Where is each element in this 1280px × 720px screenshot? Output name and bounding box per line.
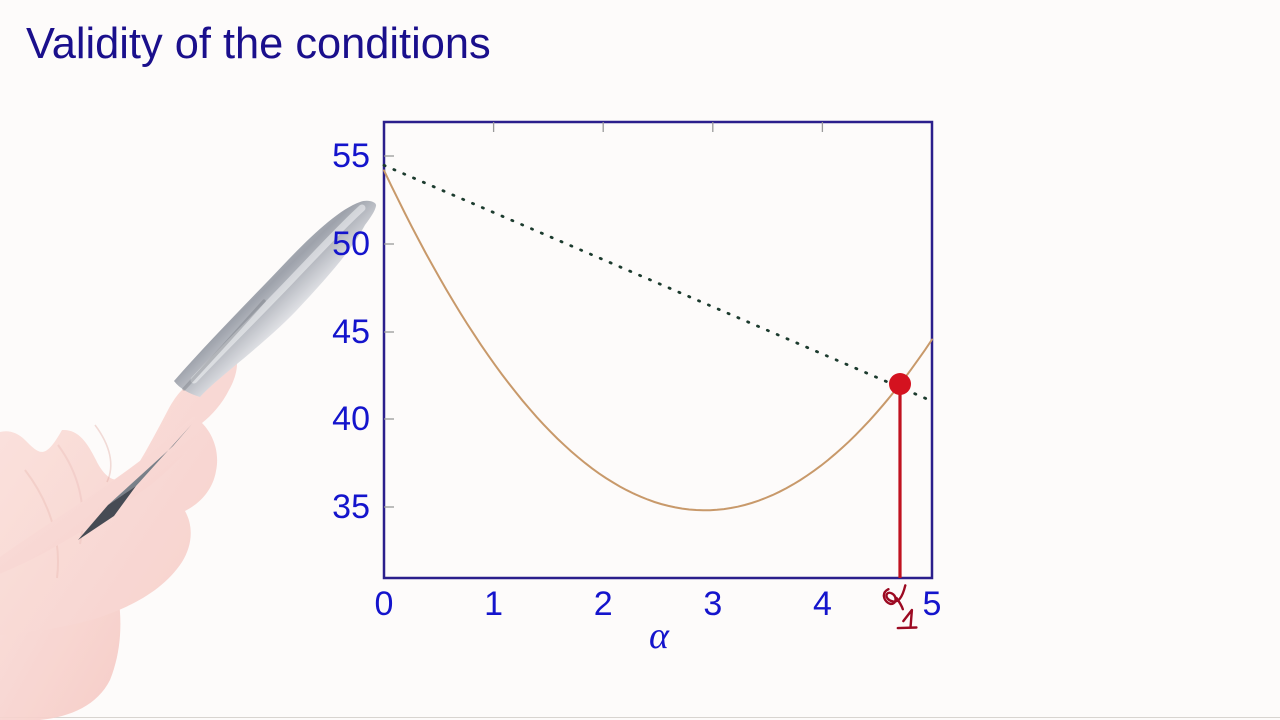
svg-text:4: 4 [813, 585, 832, 623]
svg-text:5: 5 [923, 585, 942, 623]
svg-text:α: α [649, 615, 670, 657]
svg-text:1: 1 [484, 585, 503, 623]
svg-text:40: 40 [332, 400, 370, 438]
svg-text:50: 50 [332, 225, 370, 263]
svg-text:2: 2 [594, 585, 613, 623]
svg-text:55: 55 [332, 137, 370, 175]
svg-text:3: 3 [703, 585, 722, 623]
svg-text:45: 45 [332, 313, 370, 351]
svg-text:35: 35 [332, 488, 370, 526]
svg-text:0: 0 [375, 585, 394, 623]
